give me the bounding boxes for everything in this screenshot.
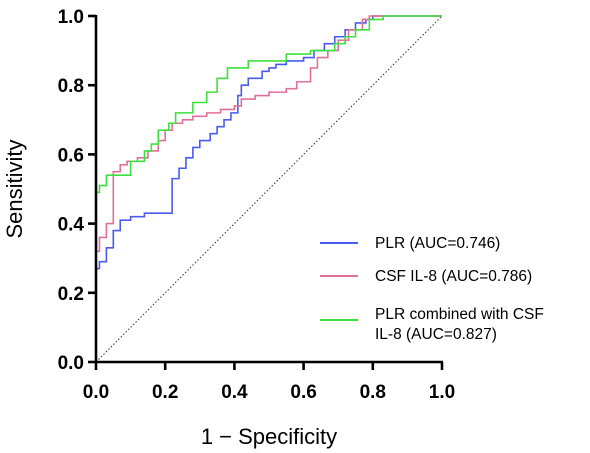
plot-area xyxy=(95,15,443,363)
x-axis-title: 1 − Specificity xyxy=(201,424,337,449)
y-tick-label: 0.4 xyxy=(58,215,85,236)
x-tick-label: 0.2 xyxy=(152,382,178,403)
legend-label: PLR (AUC=0.746) xyxy=(375,235,500,252)
legend-label: CSF IL-8 (AUC=0.786) xyxy=(375,268,532,285)
reference-diagonal-line xyxy=(95,15,443,363)
legend-label: IL-8 (AUC=0.827) xyxy=(375,326,497,343)
x-tick-label: 0.4 xyxy=(221,382,248,403)
y-tick-label: 0.8 xyxy=(58,76,84,97)
legend-entry-3: PLR combined with CSF IL-8 (AUC=0.827) xyxy=(320,306,544,343)
legend-label: PLR combined with CSF xyxy=(375,306,544,323)
x-tick-label: 1.0 xyxy=(429,382,455,403)
y-tick-label: 0.0 xyxy=(58,353,84,374)
x-tick-label: 0.0 xyxy=(83,382,109,403)
legend-entry-2: CSF IL-8 (AUC=0.786) xyxy=(320,268,532,285)
x-tick-label: 0.6 xyxy=(290,382,316,403)
y-tick-label: 1.0 xyxy=(58,7,84,28)
y-tick-label: 0.2 xyxy=(58,284,84,305)
legend: PLR (AUC=0.746) CSF IL-8 (AUC=0.786) PLR c… xyxy=(320,235,544,343)
roc-series-line-3 xyxy=(95,15,442,362)
roc-series-line-1 xyxy=(95,15,442,362)
y-tick-label: 0.6 xyxy=(58,145,84,166)
x-tick-label: 0.8 xyxy=(360,382,386,403)
axes: 0.0 0.2 0.4 0.6 0.8 1.0 0.0 0.2 0.4 0.6 0.8 1.0 1 − … xyxy=(2,7,455,449)
y-axis-title: Sensitivity xyxy=(2,139,27,238)
legend-entry-1: PLR (AUC=0.746) xyxy=(320,235,500,252)
